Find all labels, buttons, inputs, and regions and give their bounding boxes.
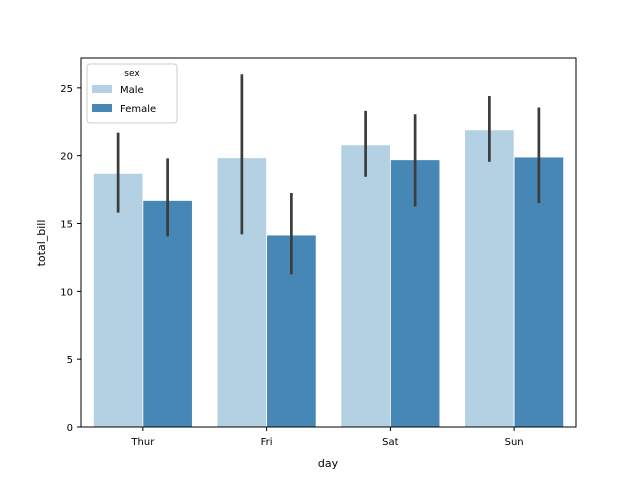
plot-frame: [80, 57, 577, 428]
legend: sex Male Female: [86, 63, 178, 124]
x-tick-label: Sat: [382, 437, 398, 448]
x-tick-label: Sun: [505, 437, 524, 448]
legend-label: Male: [120, 85, 144, 96]
legend-label: Female: [120, 104, 156, 115]
bars-layer: [92, 129, 565, 428]
y-tick-label: 20: [60, 152, 73, 163]
y-tick-label: 0: [67, 423, 73, 434]
y-tick-label: 25: [60, 84, 73, 95]
y-axis-label: total_bill: [35, 220, 48, 267]
y-tick-label: 15: [60, 220, 73, 231]
x-tick-label: Thur: [130, 437, 155, 448]
bar: [340, 144, 391, 428]
x-axis-label: day: [318, 457, 339, 470]
legend-swatch: [92, 104, 112, 112]
y-tick-label: 10: [60, 287, 73, 298]
bar: [92, 172, 144, 428]
x-tick-label: Fri: [261, 437, 273, 448]
error-bars-layer: [116, 74, 541, 275]
axes-layer: 0 5 10 15 20 25 Thur Fri Sat Sun: [60, 57, 577, 448]
y-tick-label: 5: [67, 355, 73, 366]
legend-swatch: [92, 85, 112, 93]
bar: [464, 129, 515, 428]
legend-title: sex: [124, 69, 140, 79]
